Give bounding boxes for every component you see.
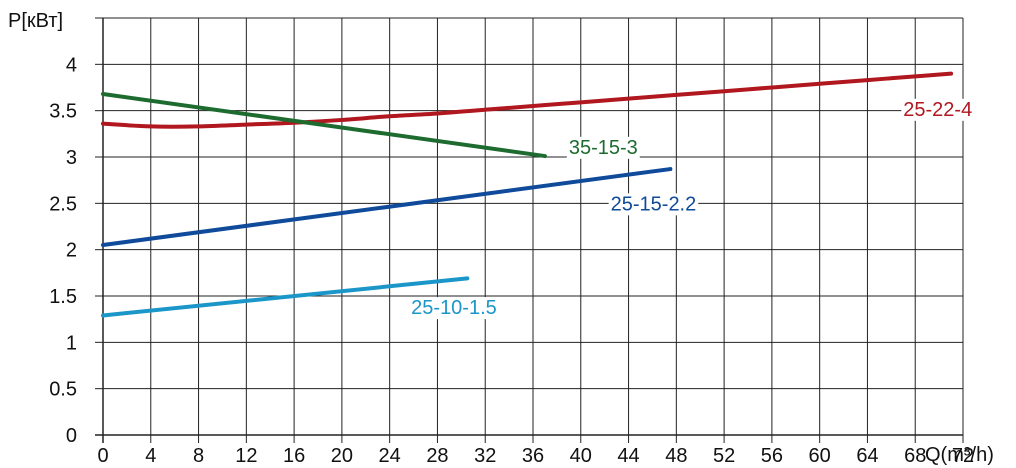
x-tick-label: 20 — [331, 445, 353, 467]
axes — [95, 18, 964, 443]
x-tick-label: 4 — [145, 445, 156, 467]
series-label-35-15-3: 35-15-3 — [569, 137, 638, 159]
x-tick-label: 28 — [426, 445, 448, 467]
grid — [95, 17, 964, 435]
x-tick-label: 36 — [522, 445, 544, 467]
y-tick-label: 0.5 — [49, 379, 77, 401]
y-tick-label: 3.5 — [49, 101, 77, 123]
x-tick-label: 48 — [665, 445, 687, 467]
series-line-25-22-4 — [101, 71, 954, 129]
y-tick-label: 2.5 — [49, 193, 77, 215]
series-label-25-22-4: 25-22-4 — [903, 99, 972, 121]
y-tick-label: 0 — [66, 425, 77, 447]
series-label-background — [409, 297, 499, 320]
y-tick-label: 1 — [66, 332, 77, 354]
x-tick-label: 0 — [97, 445, 108, 467]
x-tick-label: 56 — [761, 445, 783, 467]
x-tick-label: 68 — [904, 445, 926, 467]
series-label-25-10-1.5: 25-10-1.5 — [411, 297, 497, 319]
x-tick-label: 24 — [379, 445, 401, 467]
x-tick-label: 40 — [570, 445, 592, 467]
series-lines — [101, 71, 954, 318]
tick-labels: 00.511.522.533.540 4 8 12 16 20 24 28 32 36 40 44 48… — [49, 54, 974, 467]
series-label-background — [608, 193, 699, 216]
x-tick-label: 64 — [856, 445, 878, 467]
x-tick-label: 16 — [283, 445, 305, 467]
x-tick-label: 12 — [235, 445, 257, 467]
x-tick-label: 72 — [952, 445, 974, 467]
y-axis-label: P[кВт] — [8, 10, 63, 32]
y-tick-label: 1.5 — [49, 286, 77, 308]
series-labels: 25-22-4 35-15-3 25-15-2.2 25-10-1.5 — [409, 98, 975, 320]
y-tick-label: 4 — [66, 54, 77, 76]
y-tick-label: 2 — [66, 240, 77, 262]
series-label-25-15-2.2: 25-15-2.2 — [611, 193, 697, 215]
series-line-25-15-2.2 — [101, 167, 673, 248]
series-label-background — [901, 98, 975, 121]
x-tick-label: 8 — [193, 445, 204, 467]
series-label-background — [566, 136, 640, 159]
y-tick-label: 3 — [66, 147, 77, 169]
x-tick-label: 52 — [713, 445, 735, 467]
x-tick-label: 60 — [809, 445, 831, 467]
series-line-25-10-1.5 — [101, 276, 470, 318]
x-tick-label: 32 — [474, 445, 496, 467]
x-tick-label: 44 — [617, 445, 639, 467]
x-axis-label: Q(m³/h) — [925, 444, 994, 466]
series-line-35-15-3 — [101, 91, 547, 159]
